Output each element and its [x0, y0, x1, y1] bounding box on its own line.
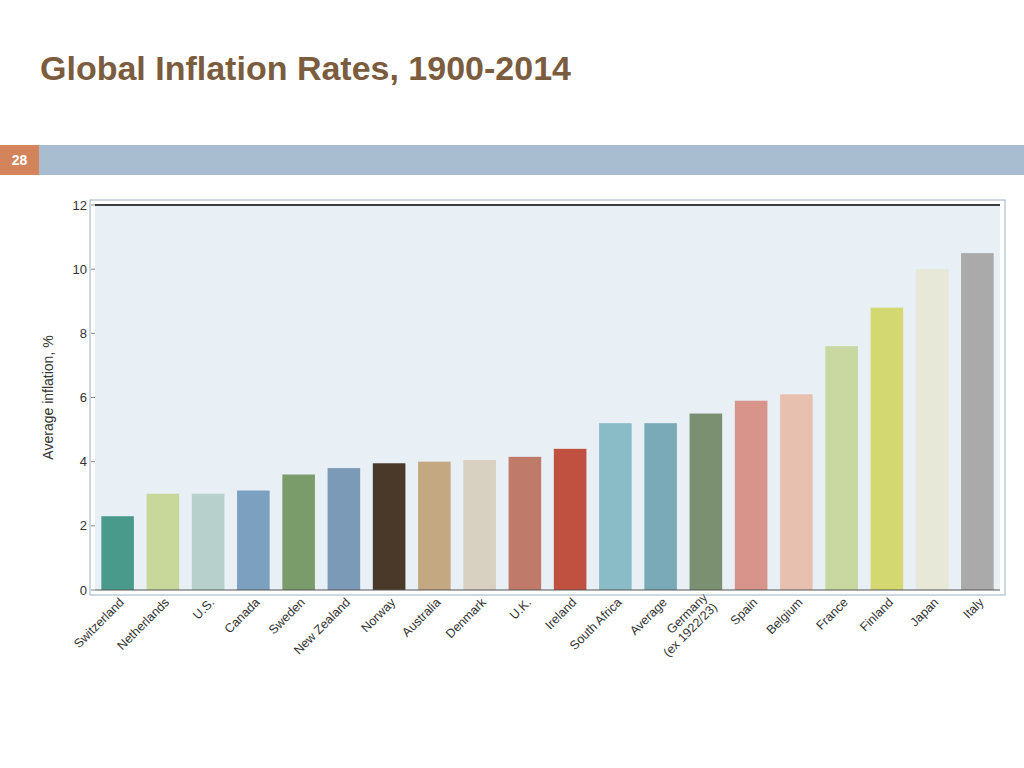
bar: [147, 494, 180, 590]
top-border-line: [95, 204, 1000, 206]
y-tick-label: 4: [80, 454, 87, 469]
bar: [282, 475, 315, 591]
x-tick-label: Average: [627, 595, 670, 638]
x-tick-label: France: [813, 595, 850, 632]
x-tick-label: Norway: [358, 595, 398, 635]
x-tick-label: Japan: [907, 595, 941, 629]
bar: [463, 460, 496, 590]
bar: [735, 401, 768, 590]
y-tick-label: 10: [73, 262, 87, 277]
x-tick-label: Netherlands: [115, 595, 173, 653]
y-tick-label: 6: [80, 390, 87, 405]
bar: [780, 394, 813, 590]
x-tick-label: Australia: [399, 595, 443, 639]
bar: [328, 468, 361, 590]
y-axis-label: Average inflation, %: [40, 335, 56, 459]
y-tick-label: 12: [73, 198, 87, 213]
y-tick: [91, 590, 95, 591]
x-tick-label: Sweden: [266, 595, 308, 637]
bar: [916, 269, 949, 590]
bar: [418, 462, 451, 590]
x-tick-label: Spain: [728, 595, 761, 628]
chart-frame: [90, 200, 1005, 595]
bar: [101, 516, 134, 590]
x-tick-label: Denmark: [443, 595, 489, 641]
bar: [690, 414, 723, 590]
slide-number: 28: [12, 152, 28, 168]
title: Global Inflation Rates, 1900-2014: [40, 49, 571, 87]
y-tick: [91, 525, 95, 526]
bars: [101, 253, 993, 590]
y-tick-label: 2: [80, 518, 87, 533]
x-tick-label: New Zealand: [291, 595, 353, 657]
bar: [237, 491, 270, 590]
x-tick-label: U.S.: [190, 595, 217, 622]
x-tick-label: Italy: [960, 595, 987, 622]
bar: [644, 423, 677, 590]
bar: [554, 449, 587, 590]
plot-background: [95, 205, 1000, 590]
bar: [871, 308, 904, 590]
bar: [961, 253, 994, 590]
x-tick-label: Germany(ex 1922/23): [651, 590, 721, 660]
x-tick-label: U.K.: [507, 595, 534, 622]
y-tick: [91, 333, 95, 334]
bar: [192, 494, 225, 590]
header-bar: [39, 145, 1024, 175]
y-tick: [91, 269, 95, 270]
bar: [599, 423, 632, 590]
bar: [509, 457, 542, 590]
x-tick-label: Ireland: [542, 595, 579, 632]
slide-number-box: [0, 145, 39, 175]
x-tick-label: South Africa: [567, 595, 625, 653]
y-tick: [91, 397, 95, 398]
y-tick-label: 0: [80, 583, 87, 598]
bar: [373, 463, 406, 590]
y-tick: [91, 205, 95, 206]
x-tick-label: Finland: [857, 595, 896, 634]
x-axis-line: [95, 590, 1000, 591]
y-tick-label: 8: [80, 326, 87, 341]
x-tick-label: Belgium: [764, 595, 806, 637]
x-tick-label: Canada: [222, 595, 263, 636]
chart: Global Inflation Rates, 1900-2014 28 0 2 4 6 8…: [0, 0, 1024, 768]
y-tick: [91, 461, 95, 462]
bar: [825, 346, 858, 590]
